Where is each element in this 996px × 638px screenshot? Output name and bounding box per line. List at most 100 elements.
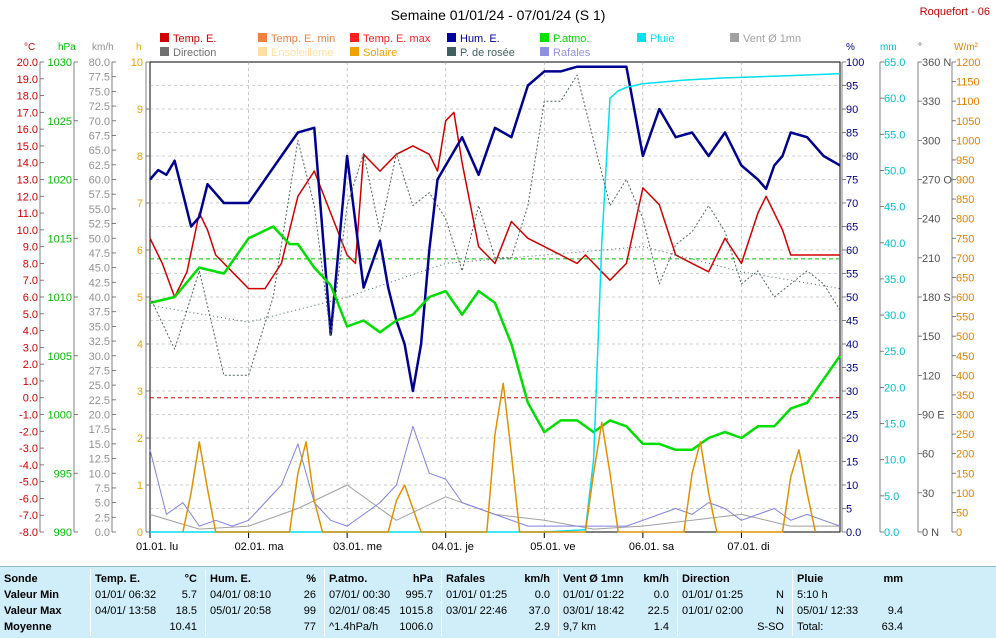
axis-tick-label: 360 N [922,57,951,69]
axis-tick-label: -7.0 [19,510,38,522]
axis-tick-label: 20.0 [884,382,905,394]
axis-tick-label: 250 [956,429,974,441]
axis-tick-label: 200 [956,449,974,461]
stats-temp-label: 04/01/ 13:58 [95,605,157,617]
axis-tick-label: 18.0 [17,91,38,103]
legend-label: Hum. E. [460,33,500,45]
stats-row-label: Valeur Max [4,605,62,617]
stats-press-label: ^1.4hPa/h [329,621,379,633]
legend-swatch [540,47,549,56]
stats-wind-value: 1.4 [653,621,669,633]
axis-tick-label: 15 [846,457,858,469]
stats-hum-label: 04/01/ 08:10 [210,589,272,601]
stats-wind: Vent Ø 1mn km/h 01/01/ 01:22 0.0 03/01/ 18:4… [559,567,677,638]
legend-swatch [258,47,267,56]
stats-gust: Rafales km/h 01/01/ 01:25 0.0 03/01/ 22:46 37… [442,567,558,638]
stats-divider [792,569,793,636]
stats-dir-value: S-SO [757,621,784,633]
axis-tick-label: 15.0 [89,439,110,451]
axis-tick-label: 4.0 [23,326,38,338]
axis-tick-label: 20 [846,433,858,445]
left-axes: 20.019.018.017.016.015.014.013.012.011.0… [17,57,150,539]
axis-tick-label: 30 [846,386,858,398]
axis-tick-label: 9.0 [23,242,38,254]
axis-tick-label: 40.0 [884,238,905,250]
stats-press-unit: hPa [412,573,433,585]
axis-tick-label: 0 [956,527,962,539]
stats-hum-value: 99 [303,605,316,617]
axis-tick-label: 35.0 [89,321,110,333]
axis-tick-label: 100 [846,57,864,69]
legend-swatch [447,47,456,56]
axis-tick-label: 1020 [48,175,72,187]
axis-tick-label: 25.0 [884,346,905,358]
axis-tick-label: 15.0 [17,141,38,153]
stats-sonde-title: Sonde [4,573,38,585]
axis-tick-label: 210 [922,253,940,265]
stats-row-label: Valeur Min [4,589,60,601]
axis-tick-label: 32.5 [89,336,110,348]
legend-label: Temp. E. max [363,33,431,45]
axis-tick-label: 9 [137,104,143,116]
stats-gust-value: 37.0 [528,605,550,617]
stats-sonde: Sonde Valeur Min Valeur Max Moyenne [0,567,90,638]
axis-tick-label: 1200 [956,57,980,69]
axis-tick-label: 6.0 [23,292,38,304]
axis-tick-label: 5 [137,292,143,304]
legend-label: Direction [173,47,216,59]
axis-tick-label: 600 [956,292,974,304]
axis-tick-label: 270 O [922,175,952,187]
axis-tick-label: 330 [922,96,940,108]
stats-gust-title: Rafales [446,573,486,585]
axis-tick-label: 3.0 [23,342,38,354]
axis-tick-label: 52.5 [89,219,110,231]
axis-tick-label: -8.0 [19,527,38,539]
axis-tick-label: 10.0 [884,455,905,467]
series-p-de-ros-e [149,246,841,323]
axis-tick-label: 12.0 [17,191,38,203]
axis-tick-label: 65.0 [884,57,905,69]
axis-tick-label: 1150 [956,77,980,89]
axis-tick-label: 70 [846,198,858,210]
legend-label: Solaire [363,47,397,59]
stats-hum-label: 05/01/ 20:58 [210,605,272,617]
axis-tick-label: 1025 [48,116,72,128]
legend-swatch [637,33,646,42]
stats-dir-label: 01/01/ 02:00 [682,605,744,617]
stats-press-label: 07/01/ 00:30 [329,589,391,601]
axis-tick-label: 7.0 [23,275,38,287]
axis-tick-label: 30.0 [884,310,905,322]
axis-tick-label: 42.5 [89,277,110,289]
axis-tick-label: 1015 [48,233,72,245]
x-tick-label: 05.01. ve [530,541,575,553]
unit-wind: km/h [92,42,114,53]
axis-tick-label: 0.0 [846,527,861,539]
stats-wind-unit: km/h [643,573,669,585]
axis-tick-label: 45.0 [884,202,905,214]
stats-rain-value: 63.4 [881,621,903,633]
axis-tick-label: 17.0 [17,107,38,119]
station-name: Roquefort - 06 [920,6,990,18]
x-axis: 01.01. lu 02.01. ma 03.01. me 04.01. je 05.0… [136,532,770,553]
axis-tick-label: 3 [137,386,143,398]
axis-tick-label: 22.5 [89,395,110,407]
stats-divider [90,569,91,636]
stats-rain-unit: mm [883,573,903,585]
axis-tick-label: 7.5 [95,483,110,495]
stats-rain-label: Total: [797,621,824,633]
stats-divider [677,569,678,636]
axis-tick-label: 12.5 [89,454,110,466]
axis-tick-label: 180 S [922,292,951,304]
axis-tick-label: -4.0 [19,460,38,472]
axis-tick-label: 0 N [922,527,939,539]
axis-tick-label: 1.0 [23,376,38,388]
axis-tick-label: 60 [846,245,858,257]
axis-tick-label: 550 [956,312,974,324]
axis-tick-label: 13.0 [17,175,38,187]
axis-tick-label: 300 [956,410,974,422]
stats-panel: Sonde Valeur Min Valeur Max Moyenne Temp… [0,566,996,638]
axis-tick-label: 900 [956,175,974,187]
axis-tick-label: 40.0 [89,292,110,304]
axis-tick-label: 750 [956,233,974,245]
axis-tick-label: 500 [956,331,974,343]
